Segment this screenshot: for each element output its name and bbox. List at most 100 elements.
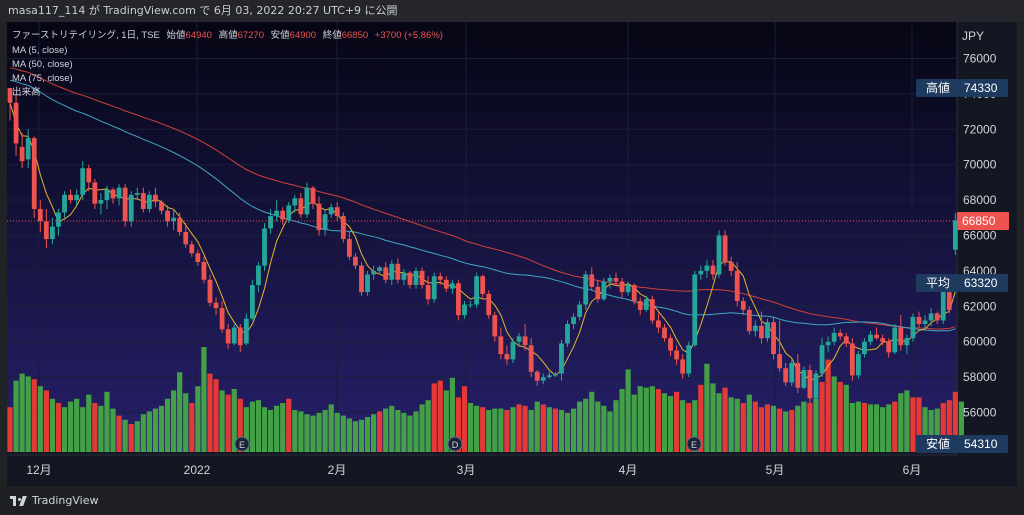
volume-bar [570, 408, 577, 452]
ma50-line [9, 79, 956, 332]
candle [213, 302, 219, 309]
candle [449, 283, 455, 289]
candle [310, 187, 316, 204]
candle [316, 203, 322, 231]
candle [116, 187, 122, 199]
volume-bar [807, 403, 813, 452]
time-axis-background [7, 452, 1017, 486]
candle [734, 270, 740, 301]
y-tick-label: 58000 [963, 370, 997, 384]
candle [656, 320, 661, 328]
candle [274, 210, 280, 217]
volume-bar [528, 410, 534, 452]
candle [177, 217, 183, 232]
candle [346, 239, 352, 257]
earnings-event-marker[interactable]: E [686, 436, 702, 452]
candle [807, 370, 813, 399]
volume-bar [540, 404, 546, 452]
legend-title: ファーストリテイリング, 1日, TSE [12, 29, 160, 41]
candle [62, 194, 67, 213]
candle [492, 315, 498, 337]
legend-volume[interactable]: 出来高 [12, 86, 41, 98]
volume-bar [431, 383, 437, 452]
tradingview-logo[interactable]: TradingView [10, 494, 98, 507]
candle [413, 270, 419, 286]
volume-bar [704, 363, 710, 452]
earnings-event-marker[interactable]: D [447, 436, 463, 452]
volume-bar [583, 398, 589, 452]
candle [56, 212, 61, 227]
volume-bar [831, 376, 837, 452]
candle [462, 304, 467, 316]
candle [922, 320, 928, 324]
y-tick-label: 70000 [963, 158, 997, 172]
legend-high-label: 高値 [219, 29, 239, 41]
candle [577, 304, 583, 317]
volume-bar [322, 410, 328, 452]
volume-bar [43, 390, 49, 452]
volume-bar [225, 394, 231, 452]
volume-bar [286, 398, 292, 452]
legend-ma75[interactable]: MA (75, close) [12, 73, 73, 84]
volume-bar [843, 384, 849, 452]
volume-bar [274, 405, 280, 452]
candle [928, 313, 934, 321]
volume-bar [813, 398, 819, 452]
candle [710, 265, 716, 275]
y-tick-label: 60000 [963, 335, 997, 349]
volume-bar [304, 414, 310, 452]
volume-bar [752, 401, 758, 452]
candle [771, 322, 776, 355]
candle [104, 189, 110, 201]
volume-bar [486, 410, 492, 452]
volume-bar [552, 408, 558, 452]
candle [377, 267, 383, 271]
candle [546, 375, 552, 378]
candle [262, 228, 267, 266]
volume-bar [601, 405, 607, 452]
candle [631, 285, 637, 301]
candle [916, 316, 922, 324]
volume-bar [867, 404, 874, 452]
volume-bar [564, 412, 571, 452]
candle [553, 373, 558, 376]
volume-bar [437, 380, 443, 452]
candle [50, 226, 55, 240]
volume-bar [680, 400, 686, 452]
candle [940, 292, 946, 321]
volume-bar [861, 403, 868, 452]
candle [431, 276, 437, 300]
candle [571, 316, 576, 324]
volume-bar [467, 403, 474, 452]
candle [904, 338, 910, 346]
y-tick-label: 56000 [963, 406, 997, 420]
earnings-event-marker[interactable]: E [234, 436, 250, 452]
volume-bar [777, 408, 783, 452]
candle [286, 205, 292, 220]
candle [843, 336, 849, 344]
candle [322, 214, 328, 231]
price-tag: 66850 [957, 212, 1009, 230]
event-marker-label: D [452, 440, 459, 450]
candle [86, 168, 92, 183]
volume-bar [371, 414, 377, 452]
volume-bar [243, 407, 249, 452]
legend-ma5[interactable]: MA (5, close) [12, 45, 67, 56]
volume-bar [134, 421, 140, 452]
volume-bar [892, 401, 898, 452]
volume-bar [389, 405, 395, 452]
volume-bar [86, 394, 92, 452]
volume-bar [716, 393, 722, 452]
candle [728, 262, 734, 271]
volume-bar [770, 405, 777, 452]
volume-bar [928, 410, 934, 452]
volume-bar [189, 403, 195, 452]
volume-bar [13, 380, 19, 452]
legend-ma50[interactable]: MA (50, close) [12, 59, 73, 70]
volume-bar [116, 415, 122, 452]
volume-bar [855, 401, 861, 452]
candle [407, 272, 413, 286]
candle [474, 276, 480, 305]
volume-bar [377, 411, 383, 452]
